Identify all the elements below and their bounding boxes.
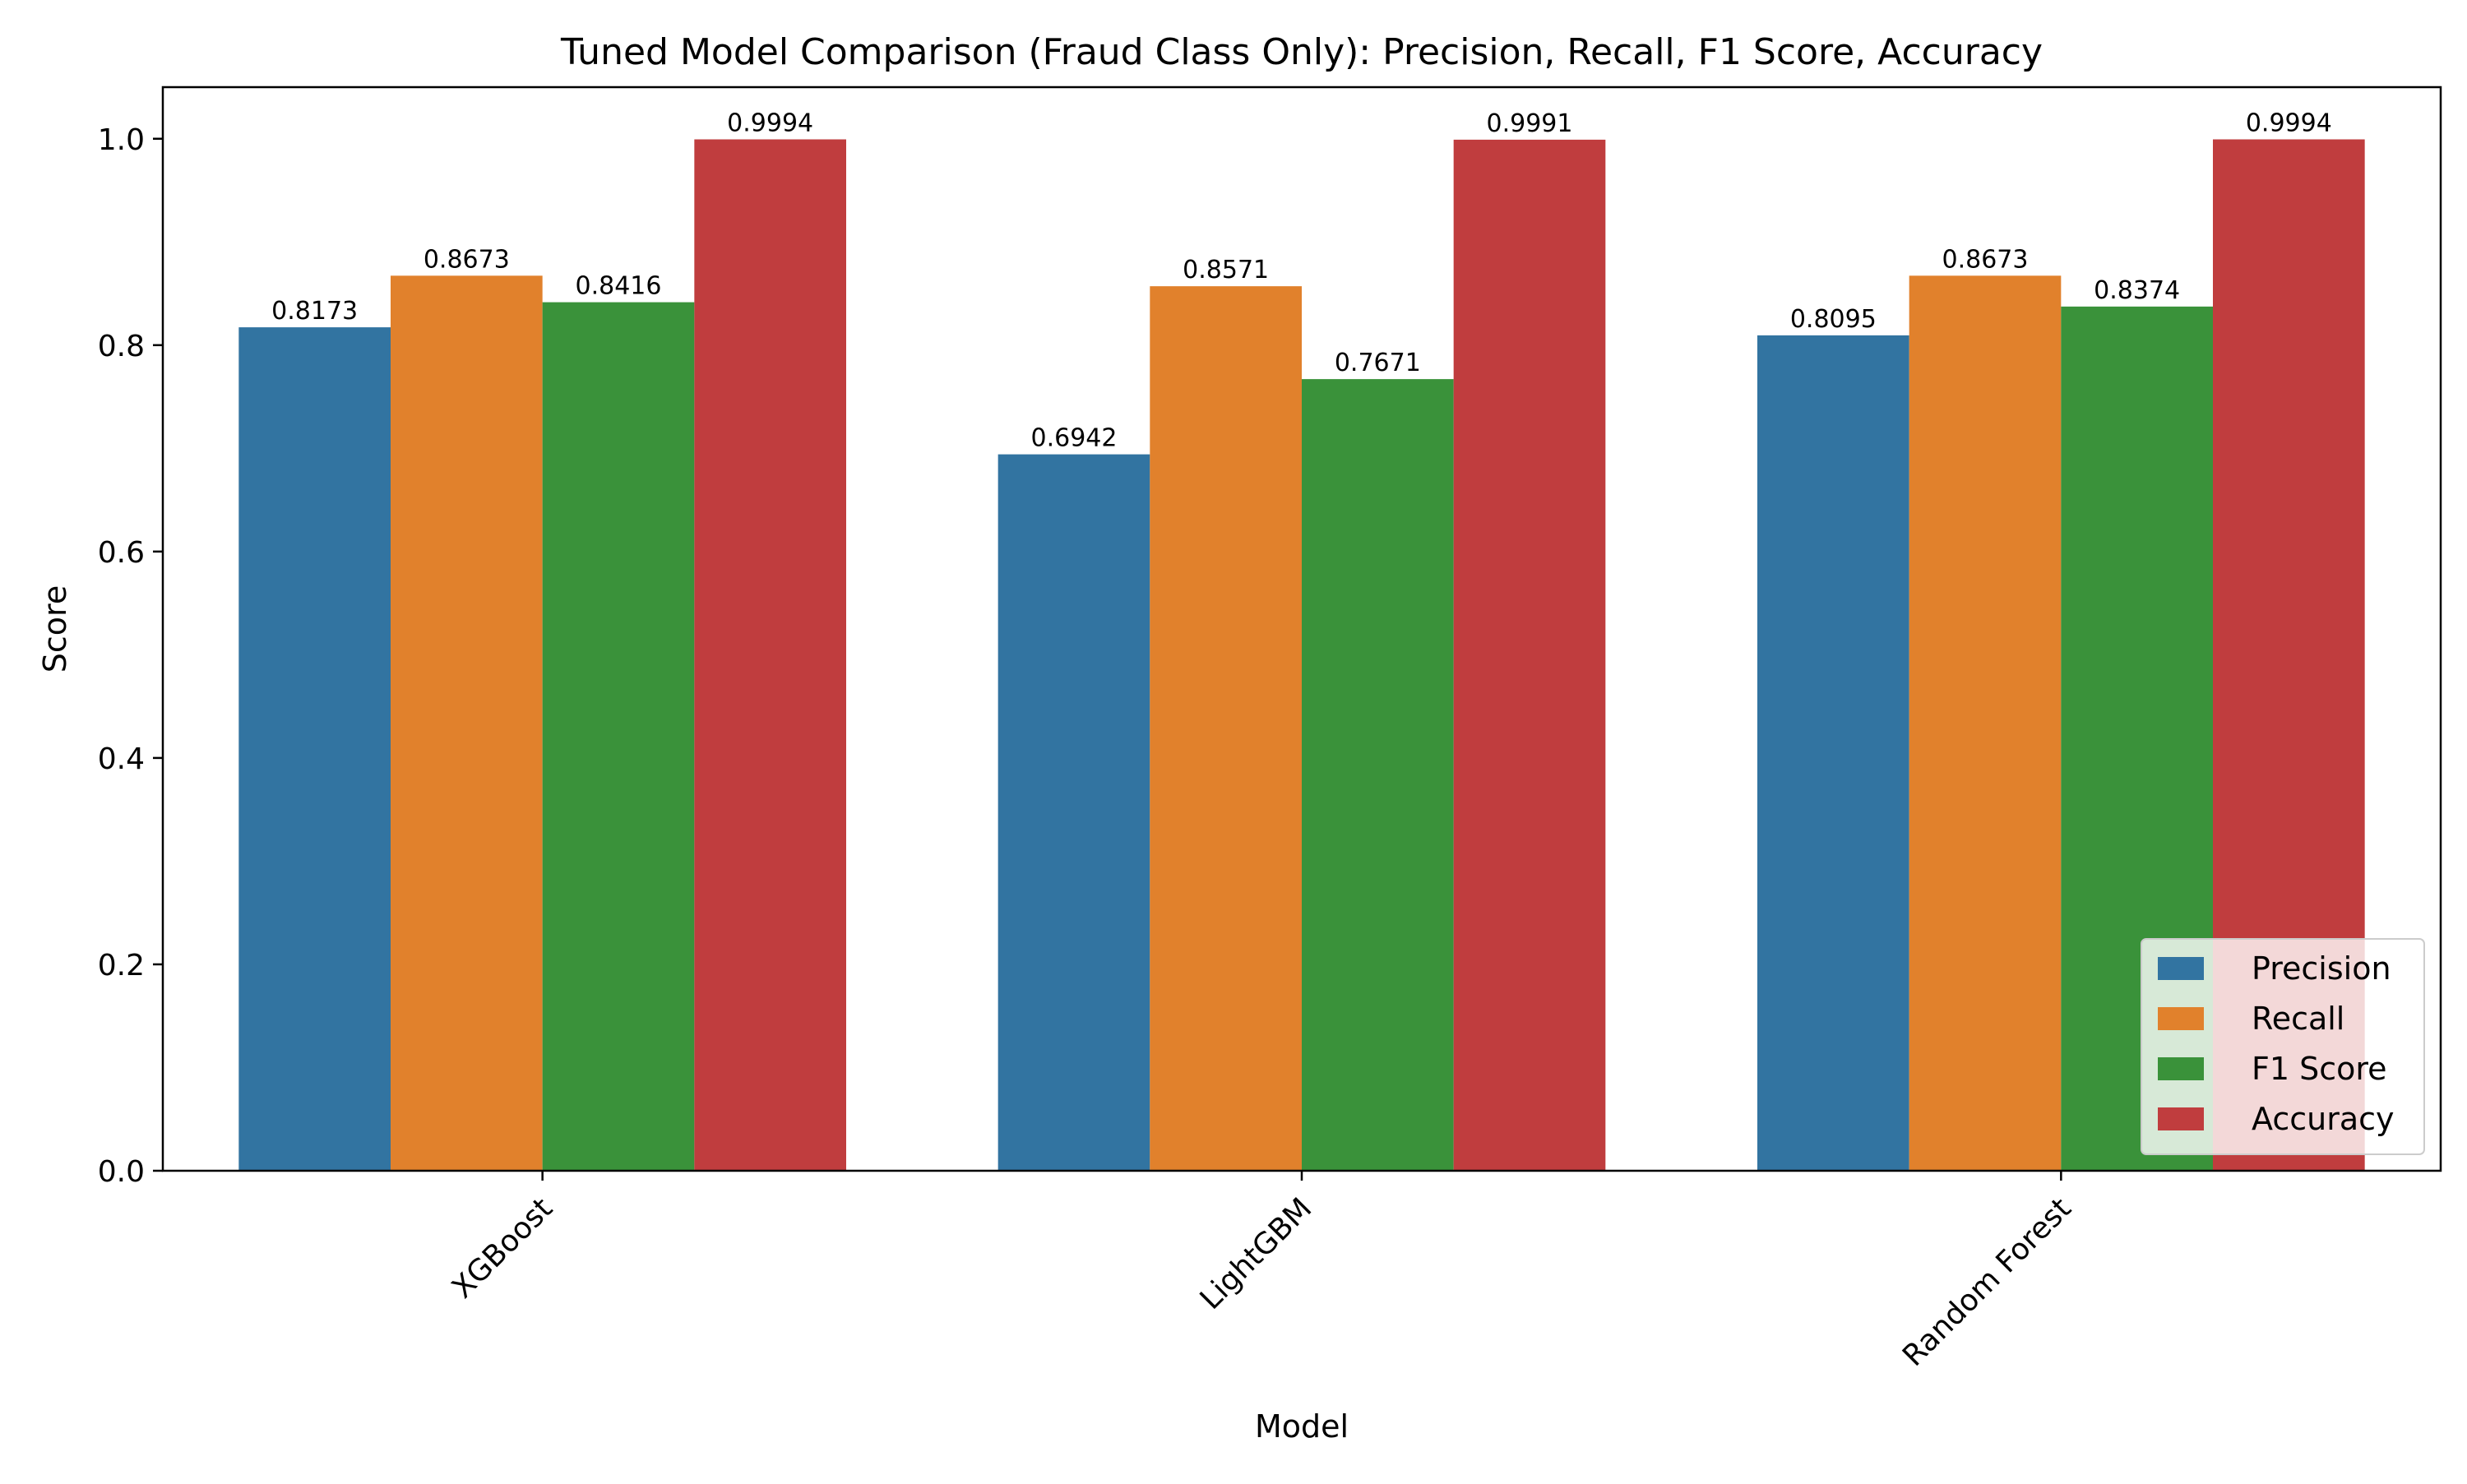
y-tick-label: 0.2	[98, 949, 145, 982]
y-tick-label: 0.8	[98, 330, 145, 363]
bar-labels-group: 0.8173 0.8673 0.8416 0.9994 0.6942 0.8571 0.76…	[271, 109, 2332, 453]
legend-swatch-precision	[2158, 957, 2204, 980]
bar-f1-score-xgboost	[542, 302, 695, 1172]
chart-title: Tuned Model Comparison (Fraud Class Only…	[560, 31, 2043, 73]
x-tick-label: XGBoost	[446, 1191, 559, 1305]
legend: Precision Recall F1 Score Accuracy	[2141, 938, 2425, 1155]
bar-value-label: 0.8416	[576, 272, 662, 301]
bar-recall-lightgbm	[1150, 286, 1302, 1171]
y-axis-label: Score	[37, 585, 73, 673]
y-tick-label: 0.0	[98, 1155, 145, 1189]
y-tick-label: 0.6	[98, 536, 145, 570]
bar-accuracy-lightgbm	[1453, 139, 1606, 1172]
bar-value-label: 0.8374	[2094, 276, 2180, 305]
bar-accuracy-xgboost	[694, 139, 846, 1172]
legend-label: Recall	[2252, 1001, 2344, 1037]
bar-precision-lightgbm	[997, 454, 1150, 1171]
legend-box	[2141, 938, 2425, 1155]
x-tick-label: LightGBM	[1194, 1191, 1319, 1316]
bar-value-label: 0.6942	[1031, 424, 1118, 453]
bar-recall-xgboost	[391, 275, 543, 1171]
bars-group	[238, 139, 2365, 1172]
legend-label: F1 Score	[2252, 1051, 2387, 1087]
bar-value-label: 0.8173	[271, 297, 358, 326]
bar-value-label: 0.9994	[727, 109, 813, 138]
bar-value-label: 0.8095	[1790, 305, 1877, 334]
legend-swatch-f1-score	[2158, 1057, 2204, 1080]
bar-precision-random-forest	[1757, 335, 1909, 1171]
legend-swatch-recall	[2158, 1007, 2204, 1030]
x-axis-label: Model	[1255, 1408, 1349, 1445]
bar-f1-score-lightgbm	[1302, 379, 1454, 1172]
legend-swatch-accuracy	[2158, 1107, 2204, 1130]
x-tick-label: Random Forest	[1896, 1191, 2078, 1373]
bar-precision-xgboost	[238, 327, 391, 1172]
bar-value-label: 0.8673	[424, 245, 510, 274]
y-tick-label: 1.0	[98, 123, 145, 157]
bar-value-label: 0.9994	[2246, 109, 2332, 138]
bar-value-label: 0.8571	[1183, 256, 1269, 284]
legend-label: Accuracy	[2252, 1101, 2395, 1137]
bar-recall-random-forest	[1909, 275, 2062, 1171]
bar-value-label: 0.7671	[1335, 349, 1421, 377]
bar-value-label: 0.8673	[1942, 245, 2029, 274]
legend-label: Precision	[2252, 950, 2391, 987]
y-axis: 0.0 0.2 0.4 0.6 0.8 1.0	[98, 123, 163, 1189]
y-tick-label: 0.4	[98, 742, 145, 776]
x-axis: XGBoost LightGBM Random Forest	[446, 1171, 2078, 1373]
bar-value-label: 0.9991	[1487, 109, 1573, 138]
